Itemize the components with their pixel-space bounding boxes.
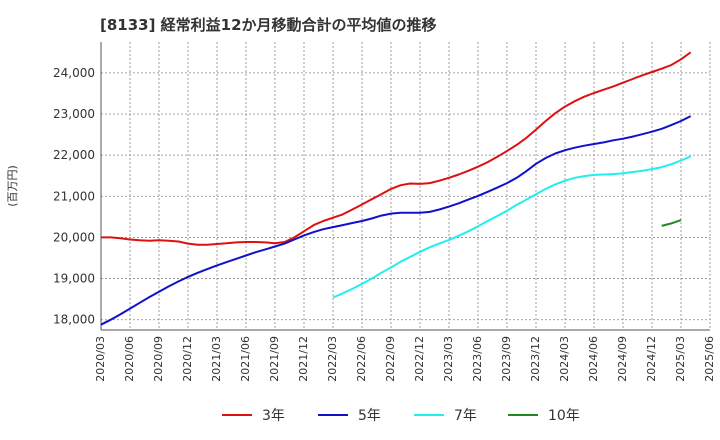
x-tick-label: 2023/09: [500, 336, 513, 382]
y-tick-label: 21,000: [53, 189, 95, 203]
x-tick-label: 2021/03: [210, 336, 223, 382]
plot-area: [101, 42, 710, 330]
x-tick-label: 2023/03: [442, 336, 455, 382]
y-tick-label: 18,000: [53, 313, 95, 327]
x-tick-label: 2022/03: [326, 336, 339, 382]
x-tick-label: 2023/12: [529, 336, 542, 382]
x-tick-label: 2020/06: [123, 336, 136, 382]
series-line-5年: [100, 115, 692, 326]
y-tick-label: 19,000: [53, 272, 95, 286]
y-tick-label: 20,000: [53, 230, 95, 244]
legend-label: 3年: [262, 408, 285, 424]
x-tick-label: 2021/06: [239, 336, 252, 382]
y-tick-label: 22,000: [53, 148, 95, 162]
x-tick-label: 2021/12: [297, 336, 310, 382]
x-tick-label: 2024/03: [558, 336, 571, 382]
y-tick-label: 24,000: [53, 66, 95, 80]
chart-title: [8133] 経常利益12か月移動合計の平均値の推移: [100, 16, 437, 34]
x-tick-label: 2020/12: [181, 336, 194, 382]
x-tick-label: 2024/12: [645, 336, 658, 382]
y-tick-label: 23,000: [53, 107, 95, 121]
legend-label: 7年: [454, 408, 477, 424]
y-axis-label: (百万円): [6, 165, 19, 207]
legend-label: 10年: [548, 408, 580, 424]
x-tick-label: 2024/06: [587, 336, 600, 382]
x-tick-label: 2020/03: [94, 336, 107, 382]
series-line-7年: [332, 155, 692, 299]
series-line-10年: [661, 219, 682, 227]
series-line-3年: [101, 51, 692, 246]
legend-label: 5年: [358, 408, 381, 424]
x-tick-label: 2025/06: [703, 336, 716, 382]
x-tick-label: 2023/06: [471, 336, 484, 382]
x-tick-label: 2021/09: [268, 336, 281, 382]
x-tick-label: 2022/09: [384, 336, 397, 382]
x-tick-label: 2020/09: [152, 336, 165, 382]
x-tick-label: 2022/06: [355, 336, 368, 382]
x-tick-label: 2025/03: [674, 336, 687, 382]
x-tick-label: 2024/09: [616, 336, 629, 382]
x-tick-label: 2022/12: [413, 336, 426, 382]
